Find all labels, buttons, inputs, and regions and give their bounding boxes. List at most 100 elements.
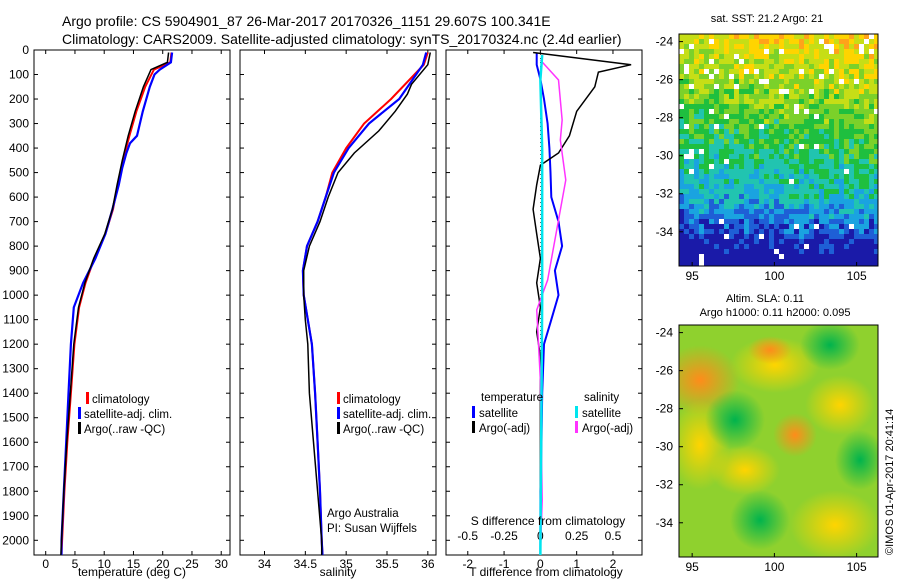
- sst-map-cell: [734, 189, 739, 194]
- sst-map-cell: [779, 259, 784, 264]
- sst-map-cell: [784, 254, 789, 259]
- sst-map-cell: [849, 229, 854, 234]
- sst-map-cell: [704, 199, 709, 204]
- sst-map-cell: [719, 194, 724, 199]
- depth-tick-label: 1100: [3, 313, 29, 327]
- sst-map-cell: [874, 204, 878, 209]
- sst-map-cell: [729, 94, 734, 99]
- sst-map-cell: [734, 124, 739, 129]
- sst-map-cell: [799, 34, 804, 39]
- sst-map-cell: [839, 219, 844, 224]
- sst-map-cell: [869, 134, 874, 139]
- sst-map-cell: [849, 124, 854, 129]
- sst-map-cell: [834, 159, 839, 164]
- sst-map-cell: [779, 124, 784, 129]
- sst-map-cell: [719, 254, 724, 259]
- sst-map-cell: [844, 154, 849, 159]
- sst-map-cell: [834, 99, 839, 104]
- sst-map-cell: [874, 64, 878, 69]
- x-tick-label: 15: [127, 557, 141, 571]
- sst-map-cell: [724, 224, 729, 229]
- sst-map-cell: [869, 194, 874, 199]
- sst-map-cell: [839, 119, 844, 124]
- x-tick-label: 0: [537, 557, 544, 571]
- sst-map-cell: [819, 139, 824, 144]
- sst-map-cell: [849, 99, 854, 104]
- sst-map-cell: [799, 189, 804, 194]
- sst-map-cell: [784, 79, 789, 84]
- sst-map-cell: [869, 44, 874, 49]
- sst-map-cell: [814, 109, 819, 114]
- sst-map-cell: [859, 229, 864, 234]
- sst-map-cell: [759, 99, 764, 104]
- sst-map-cell: [764, 204, 769, 209]
- sst-map-cell: [739, 54, 744, 59]
- sst-map-cell: [869, 79, 874, 84]
- sst-map-cell: [844, 259, 849, 264]
- sst-map-cell: [794, 99, 799, 104]
- x-tick-label: 36: [421, 557, 435, 571]
- sst-map-cell: [799, 89, 804, 94]
- sst-map-cell: [699, 184, 704, 189]
- sst-map-cell: [744, 159, 749, 164]
- sst-map-cell: [834, 84, 839, 89]
- sst-map-cell: [834, 64, 839, 69]
- sst-map-cell: [694, 159, 699, 164]
- sst-map-cell: [699, 164, 704, 169]
- sst-map-cell: [854, 204, 859, 209]
- sst-map-cell: [789, 94, 794, 99]
- depth-tick-label: 1700: [2, 460, 29, 474]
- sst-map-cell: [864, 49, 869, 54]
- sst-map-cell: [804, 79, 809, 84]
- x-tick-label: 34.5: [294, 557, 318, 571]
- sst-map-cell: [874, 104, 878, 109]
- sst-map-cell: [814, 149, 819, 154]
- sst-map-cell: [854, 139, 859, 144]
- sst-map-cell: [769, 34, 774, 39]
- sst-map-cell: [699, 74, 704, 79]
- sst-map-cell: [854, 249, 859, 254]
- sst-map-cell: [814, 74, 819, 79]
- sst-map-cell: [749, 94, 754, 99]
- sst-map-cell: [789, 99, 794, 104]
- sst-map-cell: [779, 144, 784, 149]
- sst-map-cell: [719, 34, 724, 39]
- sst-map-cell: [824, 129, 829, 134]
- sst-map-cell: [799, 59, 804, 64]
- sst-map-cell: [779, 74, 784, 79]
- sst-map-cell: [759, 104, 764, 109]
- sst-map-cell: [784, 74, 789, 79]
- sst-map-cell: [829, 259, 834, 264]
- sst-map-cell: [849, 164, 854, 169]
- sst-map-cell: [844, 209, 849, 214]
- sst-map-cell: [864, 239, 869, 244]
- sst-map-cell: [769, 159, 774, 164]
- sst-map-cell: [709, 149, 714, 154]
- sst-map-cell: [814, 239, 819, 244]
- sst-map-cell: [694, 49, 699, 54]
- sst-map-cell: [689, 39, 694, 44]
- depth-tick-label: 600: [9, 190, 29, 204]
- difference-legend: temperature satellite Argo(-adj) salinit…: [472, 392, 633, 435]
- sst-map-cell: [734, 224, 739, 229]
- sst-map-cell: [834, 179, 839, 184]
- sst-map-cell: [839, 234, 844, 239]
- sst-map-cell: [789, 59, 794, 64]
- sst-map-cell: [809, 84, 814, 89]
- sst-map-cell: [839, 164, 844, 169]
- sst-map-cell: [684, 59, 689, 64]
- sst-map-cell: [729, 229, 734, 234]
- sst-map-cell: [869, 124, 874, 129]
- sst-map-cell: [714, 154, 719, 159]
- sst-map-cell: [824, 139, 829, 144]
- sst-map-cell: [714, 219, 719, 224]
- sst-map-cell: [744, 234, 749, 239]
- sst-map-cell: [699, 79, 704, 84]
- sst-map-cell: [864, 264, 869, 266]
- sst-map-cell: [804, 99, 809, 104]
- sst-map-cell: [859, 209, 864, 214]
- sst-map-cell: [774, 169, 779, 174]
- sst-map-cell: [849, 264, 854, 266]
- sst-map-cell: [749, 164, 754, 169]
- sst-map-cell: [714, 234, 719, 239]
